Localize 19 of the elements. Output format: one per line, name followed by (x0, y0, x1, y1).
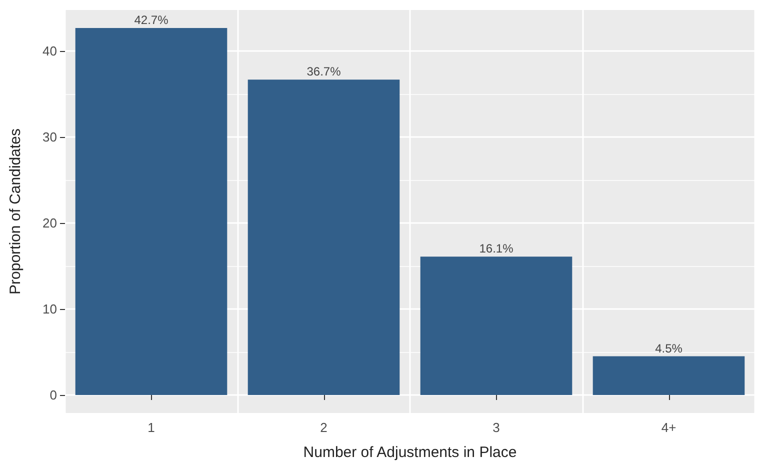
x-tick-label: 2 (320, 420, 328, 435)
bar (420, 256, 572, 395)
y-tick-label: 30 (42, 130, 57, 145)
x-tick-label: 4+ (661, 420, 676, 435)
bar (248, 80, 400, 395)
y-tick-label: 10 (42, 302, 57, 317)
data-label: 16.1% (479, 242, 514, 256)
y-tick-label: 0 (50, 387, 57, 402)
y-tick-label: 40 (42, 44, 57, 59)
y-axis-title: Proportion of Candidates (7, 128, 24, 294)
x-axis-title: Number of Adjustments in Place (303, 444, 517, 461)
data-label: 4.5% (655, 341, 683, 356)
data-label: 36.7% (306, 64, 342, 79)
bar (592, 356, 745, 395)
bar (75, 28, 228, 395)
data-label: 42.7% (134, 13, 169, 28)
x-tick-label: 1 (148, 420, 155, 435)
x-tick-label: 3 (492, 420, 500, 435)
y-tick-label: 20 (42, 216, 57, 231)
